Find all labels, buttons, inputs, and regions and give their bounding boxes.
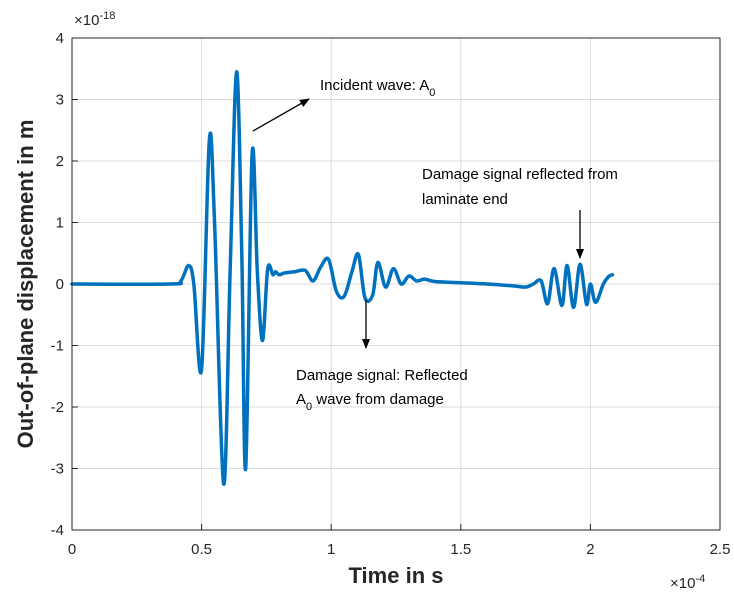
x-tick-label: 1 — [327, 541, 335, 558]
x-tick-label: 0 — [68, 541, 76, 558]
x-tick-label: 1.5 — [450, 541, 471, 558]
annotation-laminate-end-line2: laminate end — [422, 191, 508, 208]
y-multiplier: ×10-18 — [74, 10, 115, 29]
annotation-incident-wave: Incident wave: A0 — [320, 77, 435, 99]
plot-frame — [71, 37, 721, 531]
x-multiplier: ×10-4 — [670, 573, 705, 592]
y-tick-label: 4 — [56, 30, 64, 47]
annotation-damage-signal-line2: A0 wave from damage — [296, 391, 444, 413]
x-tick-label: 2 — [586, 541, 594, 558]
y-tick-label: -2 — [51, 399, 64, 416]
x-tick-labels: 0 0.5 1 1.5 2 2.5 — [68, 541, 731, 558]
y-tick-label: 0 — [56, 276, 64, 293]
y-tick-label: 2 — [56, 153, 64, 170]
arrow-incident-wave — [252, 98, 310, 132]
y-tick-label: 1 — [56, 215, 64, 232]
series-group — [70, 70, 615, 486]
y-tick-label: -3 — [51, 461, 64, 478]
y-tick-label: -1 — [51, 338, 64, 355]
annotation-damage-signal: Damage signal: Reflected — [296, 367, 468, 384]
series-line-0 — [70, 70, 615, 486]
y-axis-title: Out-of-plane displacement in m — [13, 120, 38, 449]
x-tick-label: 2.5 — [710, 541, 731, 558]
annotation-laminate-end: Damage signal reflected from — [422, 166, 618, 183]
y-tick-label: 3 — [56, 92, 64, 109]
y-tick-labels: -4 -3 -2 -1 0 1 2 3 4 — [51, 30, 64, 539]
x-axis-title: Time in s — [349, 563, 444, 588]
x-tick-label: 0.5 — [191, 541, 212, 558]
y-tick-label: -4 — [51, 522, 64, 539]
